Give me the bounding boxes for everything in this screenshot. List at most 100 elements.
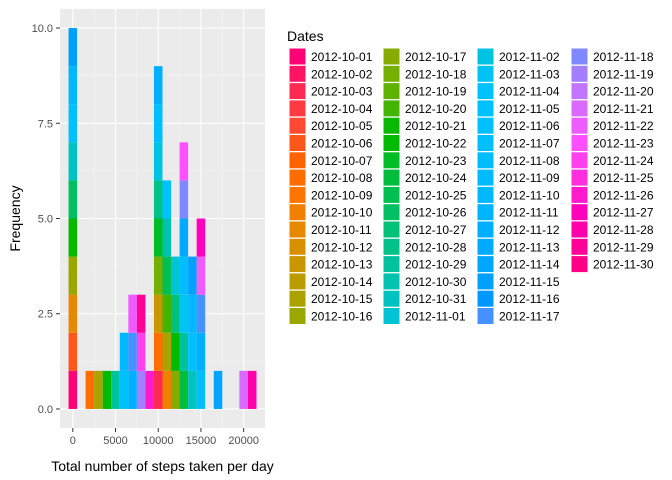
histogram-bar-segment: [188, 332, 197, 371]
histogram-bar-segment: [153, 66, 163, 105]
histogram-bar-segment: [162, 332, 172, 371]
legend-key: [476, 82, 495, 101]
legend-label: 2012-10-30: [405, 275, 467, 289]
legend-label: 2012-11-14: [499, 258, 560, 272]
legend-label: 2012-10-03: [311, 85, 373, 99]
legend-key: [288, 220, 307, 239]
legend-key: [288, 99, 307, 118]
histogram-bar-segment: [68, 66, 78, 105]
legend-label: 2012-10-15: [311, 292, 373, 306]
legend-label: 2012-11-26: [593, 188, 654, 202]
legend-key: [476, 289, 495, 308]
histogram-bar-segment: [162, 218, 172, 257]
legend-key: [476, 99, 495, 118]
legend-key: [476, 151, 495, 170]
histogram-bar-segment: [153, 218, 163, 257]
legend-key: [288, 47, 307, 66]
legend-key: [382, 220, 401, 239]
legend-key: [288, 168, 307, 187]
legend-key: [570, 116, 589, 135]
histogram-bar-segment: [179, 370, 189, 409]
legend-key: [570, 185, 589, 204]
legend-label: 2012-11-24: [593, 154, 654, 168]
histogram-bar-segment: [68, 332, 78, 371]
legend-key: [382, 307, 401, 325]
legend-key: [570, 47, 589, 66]
histogram-bar-segment: [153, 142, 163, 181]
histogram-bar-segment: [68, 142, 78, 181]
legend-label: 2012-10-17: [405, 50, 467, 64]
histogram-bar-segment: [162, 370, 172, 409]
legend-key: [382, 237, 401, 256]
legend-label: 2012-11-06: [499, 119, 560, 133]
legend-label: 2012-11-08: [499, 154, 560, 168]
y-tick-label: 7.5: [38, 118, 53, 130]
legend-key: [570, 151, 589, 170]
histogram-bar-segment: [179, 142, 189, 181]
legend-label: 2012-10-23: [405, 154, 467, 168]
histogram-bar-segment: [68, 256, 78, 295]
histogram-bar-segment: [68, 28, 78, 67]
histogram-bar-segment: [68, 180, 78, 219]
legend-label: 2012-11-01: [405, 310, 466, 324]
histogram-bar-segment: [136, 294, 146, 333]
histogram-bar-segment: [136, 370, 146, 409]
legend-label: 2012-10-19: [405, 85, 467, 99]
legend-label: 2012-10-21: [405, 119, 467, 133]
histogram-bar-segment: [153, 180, 163, 219]
histogram-bar-segment: [111, 370, 120, 409]
legend-key: [476, 220, 495, 239]
histogram-bar-segment: [239, 370, 248, 409]
legend-key: [288, 255, 307, 274]
legend-key: [382, 47, 401, 66]
legend-label: 2012-11-17: [499, 310, 560, 324]
legend-key: [288, 185, 307, 204]
y-tick-label: 0.0: [38, 404, 53, 416]
legend-label: 2012-11-18: [593, 50, 654, 64]
legend-label: 2012-11-27: [593, 206, 654, 220]
legend-key: [382, 116, 401, 135]
legend-label: 2012-10-09: [311, 188, 373, 202]
legend-key: [382, 289, 401, 308]
histogram-bar-segment: [196, 256, 206, 295]
legend-key: [476, 307, 495, 325]
histogram-bar-segment: [179, 218, 189, 257]
legend-key: [288, 272, 307, 291]
legend-key: [382, 185, 401, 204]
histogram-bar-segment: [68, 218, 78, 257]
legend-label: 2012-10-22: [405, 137, 467, 151]
legend-key: [476, 203, 495, 222]
legend-key: [570, 220, 589, 239]
legend-key: [570, 168, 589, 187]
legend-label: 2012-10-02: [311, 67, 373, 81]
legend-label: 2012-11-25: [593, 171, 654, 185]
legend-label: 2012-11-03: [499, 67, 560, 81]
y-tick-label: 10.0: [32, 23, 53, 35]
x-tick-label: 0: [70, 435, 76, 447]
legend-key: [570, 203, 589, 222]
histogram-bar-segment: [188, 256, 197, 295]
legend-key: [382, 151, 401, 170]
legend-label: 2012-10-01: [311, 50, 373, 64]
legend-label: 2012-11-10: [499, 188, 560, 202]
histogram-bar-segment: [119, 370, 129, 409]
legend-key: [382, 82, 401, 101]
legend-key: [382, 272, 401, 291]
legend-label: 2012-11-28: [593, 223, 654, 237]
legend-label: 2012-10-26: [405, 206, 467, 220]
histogram-bar-segment: [153, 332, 163, 371]
histogram-bar-segment: [162, 256, 172, 295]
legend-key: [570, 99, 589, 118]
legend-label: 2012-11-16: [499, 292, 560, 306]
legend-key: [382, 99, 401, 118]
legend-key: [476, 168, 495, 187]
legend-label: 2012-10-13: [311, 258, 373, 272]
legend-label: 2012-11-23: [593, 137, 654, 151]
legend-key: [288, 64, 307, 83]
legend-label: 2012-11-21: [593, 102, 654, 116]
legend-label: 2012-10-28: [405, 240, 467, 254]
legend-label: 2012-11-29: [593, 240, 654, 254]
histogram-bar-segment: [162, 180, 172, 219]
legend-label: 2012-10-08: [311, 171, 373, 185]
